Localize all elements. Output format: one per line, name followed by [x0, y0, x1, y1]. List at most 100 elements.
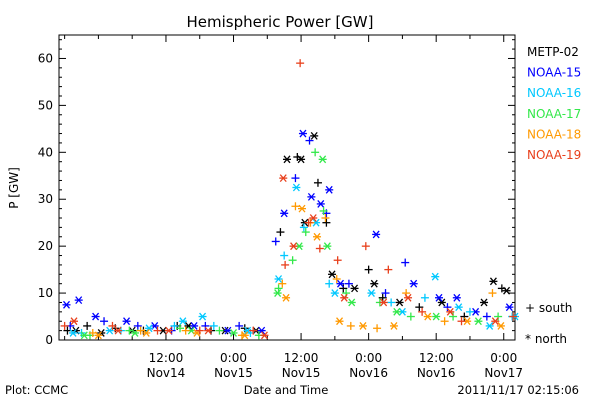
x-tick-label: 12:00	[419, 351, 454, 365]
point-north-noaa-15	[307, 192, 316, 201]
point-south-noaa-18	[488, 289, 497, 298]
point-north-noaa-17	[229, 329, 238, 337]
point-south-metp-02	[339, 284, 348, 293]
point-north-noaa-15	[325, 185, 334, 194]
point-north-noaa-15	[190, 322, 199, 330]
point-south-noaa-18	[440, 317, 449, 326]
point-north-noaa-16	[105, 326, 114, 335]
point-north-noaa-17	[432, 312, 441, 321]
point-south-noaa-15	[305, 136, 314, 145]
point-south-noaa-16	[299, 223, 308, 232]
point-south-metp-02	[63, 326, 72, 335]
point-north-noaa-15	[91, 312, 100, 321]
point-south-noaa-17	[311, 148, 320, 157]
x-tick-sublabel: Nov14	[147, 366, 186, 380]
point-north-noaa-19	[446, 307, 455, 316]
point-north-noaa-19	[379, 298, 388, 307]
x-axis: 12:00Nov140:00Nov1512:00Nov150:00Nov1612…	[64, 35, 523, 380]
point-north-noaa-18	[335, 317, 344, 326]
chart-title: Hemispheric Power [GW]	[187, 13, 374, 31]
point-north-noaa-19	[260, 331, 269, 340]
point-north-noaa-18	[94, 331, 103, 340]
point-south-noaa-18	[321, 214, 330, 222]
point-south-noaa-15	[271, 237, 280, 246]
point-north-noaa-17	[318, 155, 327, 164]
point-south-noaa-16	[209, 321, 218, 330]
point-north-metp-02	[328, 270, 337, 279]
point-north-noaa-15	[298, 129, 307, 138]
point-south-noaa-16	[280, 251, 289, 260]
point-south-noaa-17	[301, 228, 310, 237]
point-south-noaa-15	[133, 321, 142, 330]
legend-entry-noaa-15: NOAA-15	[527, 66, 581, 80]
point-south-noaa-19	[153, 326, 162, 335]
point-north-noaa-16	[145, 324, 154, 333]
point-south-noaa-18	[278, 279, 287, 288]
point-south-noaa-15	[201, 321, 210, 330]
point-south-noaa-15	[443, 303, 452, 312]
point-north-noaa-18	[423, 312, 432, 321]
x-tick-label: 12:00	[284, 351, 319, 365]
point-north-noaa-17	[474, 317, 483, 326]
point-south-noaa-19	[249, 326, 258, 335]
point-north-noaa-19	[70, 317, 79, 326]
point-south-noaa-19	[281, 260, 290, 269]
point-south-noaa-19	[457, 317, 466, 326]
point-south-noaa-19	[509, 312, 518, 321]
footer-plot-credit: Plot: CCMC	[5, 383, 68, 397]
point-south-noaa-19	[60, 321, 69, 330]
marker-legend: + south * north	[525, 301, 572, 346]
y-tick-label: 30	[38, 192, 53, 206]
plot-frame	[58, 34, 516, 341]
x-tick-label: 0:00	[355, 351, 382, 365]
point-north-noaa-16	[178, 317, 187, 326]
point-south-noaa-19	[333, 256, 342, 265]
point-north-noaa-16	[485, 322, 494, 330]
point-south-noaa-18	[181, 326, 190, 335]
point-north-noaa-19	[204, 326, 213, 335]
point-south-noaa-19	[296, 59, 305, 68]
y-tick-label: 60	[38, 51, 53, 65]
point-north-noaa-15	[257, 326, 266, 335]
point-north-noaa-16	[454, 303, 463, 312]
point-north-metp-02	[310, 131, 319, 140]
point-north-noaa-17	[392, 307, 401, 316]
point-north-noaa-15	[122, 317, 131, 326]
legend: METP-02 NOAA-15 NOAA-16 NOAA-17 NOAA-18 NOAA-…	[527, 45, 581, 162]
point-south-noaa-16	[170, 321, 179, 330]
point-south-metp-02	[415, 303, 424, 312]
legend-entry-metp-02: METP-02	[527, 45, 579, 59]
legend-entry-noaa-17: NOAA-17	[527, 107, 581, 121]
point-north-metp-02	[283, 155, 291, 164]
point-south-metp-02	[364, 265, 373, 274]
point-south-noaa-15	[482, 312, 491, 321]
point-south-noaa-16	[465, 307, 474, 316]
point-south-noaa-19	[384, 265, 393, 274]
data-points	[60, 59, 519, 340]
point-north-noaa-15	[74, 296, 83, 305]
point-north-noaa-17	[347, 298, 356, 307]
point-south-noaa-17	[406, 312, 415, 321]
point-north-noaa-18	[282, 293, 291, 302]
legend-entry-noaa-19: NOAA-19	[527, 148, 581, 162]
point-south-noaa-19	[315, 244, 324, 253]
y-axis: 0 10 20 30 40 50 60	[38, 39, 515, 347]
point-north-noaa-16	[330, 289, 339, 297]
point-north-noaa-19	[340, 293, 349, 302]
point-south-noaa-19	[108, 321, 117, 330]
point-north-noaa-15	[336, 279, 345, 288]
point-north-noaa-16	[292, 183, 301, 192]
point-south-noaa-19	[361, 242, 370, 251]
point-south-noaa-18	[136, 326, 145, 335]
x-tick-sublabel: Nov16	[417, 366, 456, 380]
point-south-noaa-17	[449, 312, 458, 321]
point-south-noaa-15	[344, 279, 353, 288]
point-south-metp-02	[83, 321, 92, 330]
point-north-metp-02	[395, 298, 404, 307]
point-south-noaa-15	[291, 174, 300, 183]
point-north-noaa-17	[323, 242, 332, 251]
x-tick-sublabel: Nov15	[282, 366, 321, 380]
point-south-metp-02	[276, 228, 285, 237]
point-north-noaa-15	[372, 230, 381, 239]
